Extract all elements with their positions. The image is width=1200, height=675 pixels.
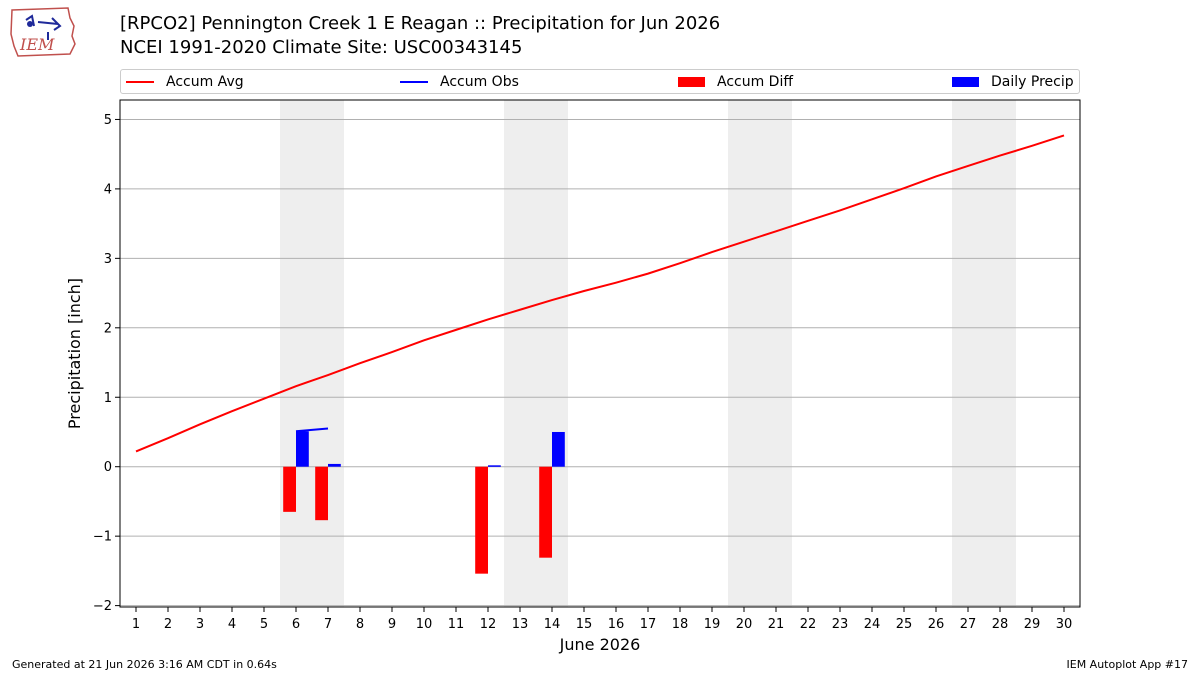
- legend-label-daily-precip: Daily Precip: [991, 74, 1074, 90]
- x-tick-label: 4: [228, 617, 236, 632]
- y-tick-label: 1: [104, 391, 112, 406]
- x-tick-label: 8: [356, 617, 364, 632]
- legend-label-accum-avg: Accum Avg: [166, 74, 244, 90]
- accum-obs-line: [295, 427, 329, 433]
- iem-logo: IEM: [8, 6, 78, 58]
- x-tick-label: 18: [672, 617, 689, 632]
- weekend-shade-2: [504, 100, 568, 607]
- x-tick-label: 17: [640, 617, 657, 632]
- accum-diff-bar: [475, 466, 488, 574]
- x-tick-label: 7: [324, 617, 332, 632]
- y-tick-label: −2: [93, 599, 112, 614]
- x-tick-label: 10: [416, 617, 433, 632]
- weekend-shade-1: [280, 100, 344, 607]
- legend-item-accum-diff: Accum Diff: [678, 73, 793, 91]
- weekend-shading: [280, 100, 1016, 607]
- chart-subtitle: NCEI 1991-2020 Climate Site: USC00343145: [120, 37, 523, 58]
- legend-swatch-accum-obs: [400, 81, 428, 83]
- x-tick-label: 12: [480, 617, 497, 632]
- x-tick-label: 3: [196, 617, 204, 632]
- plot-frame: [119, 99, 1081, 608]
- legend-item-daily-precip: Daily Precip: [952, 73, 1074, 91]
- legend-label-accum-diff: Accum Diff: [717, 74, 794, 90]
- x-tick-label: 1: [132, 617, 140, 632]
- x-tick-label: 6: [292, 617, 300, 632]
- accum-diff-bars: [283, 466, 552, 574]
- logo-text: IEM: [19, 35, 55, 54]
- x-tick-label: 9: [388, 617, 396, 632]
- legend-swatch-accum-avg: [126, 81, 154, 83]
- x-tick-label: 28: [992, 617, 1009, 632]
- grid-lines: [120, 118, 1080, 607]
- app-credit: IEM Autoplot App #17: [1066, 658, 1189, 671]
- accum-diff-bar: [539, 466, 552, 558]
- accum-diff-bar: [315, 466, 328, 521]
- x-tick-label: 15: [576, 617, 593, 632]
- daily-precip-bar: [296, 431, 309, 467]
- x-tick-label: 30: [1056, 617, 1073, 632]
- x-tick-label: 21: [768, 617, 785, 632]
- x-tick-label: 26: [928, 617, 945, 632]
- x-tick-label: 24: [864, 617, 881, 632]
- daily-precip-bar: [552, 431, 565, 467]
- series-lines: [135, 134, 1065, 453]
- weekend-shade-3: [728, 100, 792, 607]
- y-axis-label: Precipitation [inch]: [65, 278, 84, 429]
- legend-label-accum-obs: Accum Obs: [440, 74, 519, 90]
- y-tick-label: −1: [93, 530, 112, 545]
- chart-title: [RPCO2] Pennington Creek 1 E Reagan :: P…: [120, 13, 721, 34]
- x-tick-label: 29: [1024, 617, 1041, 632]
- accum-diff-bar: [283, 466, 296, 512]
- x-tick-label: 16: [608, 617, 625, 632]
- x-tick-label: 13: [512, 617, 529, 632]
- accum-avg-line: [135, 134, 1065, 453]
- legend-item-accum-avg: Accum Avg: [126, 73, 244, 91]
- y-tick-label: 4: [104, 182, 112, 197]
- y-tick-label: 5: [104, 113, 112, 128]
- x-tick-label: 14: [544, 617, 561, 632]
- legend-item-accum-obs: Accum Obs: [400, 73, 519, 91]
- x-tick-label: 22: [800, 617, 817, 632]
- x-tick-label: 23: [832, 617, 849, 632]
- x-tick-label: 20: [736, 617, 753, 632]
- x-tick-label: 5: [260, 617, 268, 632]
- y-tick-label: 2: [104, 321, 112, 336]
- legend: Accum Avg Accum Obs Accum Diff Daily Pre…: [120, 69, 1080, 94]
- legend-swatch-daily-precip: [952, 77, 979, 87]
- x-tick-label: 19: [704, 617, 721, 632]
- y-tick-label: 3: [104, 252, 112, 267]
- y-tick-label: 0: [104, 460, 112, 475]
- generated-timestamp: Generated at 21 Jun 2026 3:16 AM CDT in …: [12, 658, 277, 671]
- x-axis-ticks: 1 2 3 4 5 6 7 8 9 10 11 12 13 14 15 16 17 18 19 20 21 22 23 24 2…: [132, 607, 1072, 632]
- daily-precip-bars: [296, 431, 565, 467]
- x-axis-label: June 2026: [559, 635, 641, 654]
- x-tick-label: 2: [164, 617, 172, 632]
- weekend-shade-4: [952, 100, 1016, 607]
- daily-precip-bar: [488, 465, 501, 467]
- x-tick-label: 27: [960, 617, 977, 632]
- x-tick-label: 25: [896, 617, 913, 632]
- x-tick-label: 11: [448, 617, 465, 632]
- daily-precip-bar: [328, 463, 341, 467]
- y-axis-ticks: −2 −1 0 1 2 3 4 5: [93, 113, 120, 614]
- legend-swatch-accum-diff: [678, 77, 705, 87]
